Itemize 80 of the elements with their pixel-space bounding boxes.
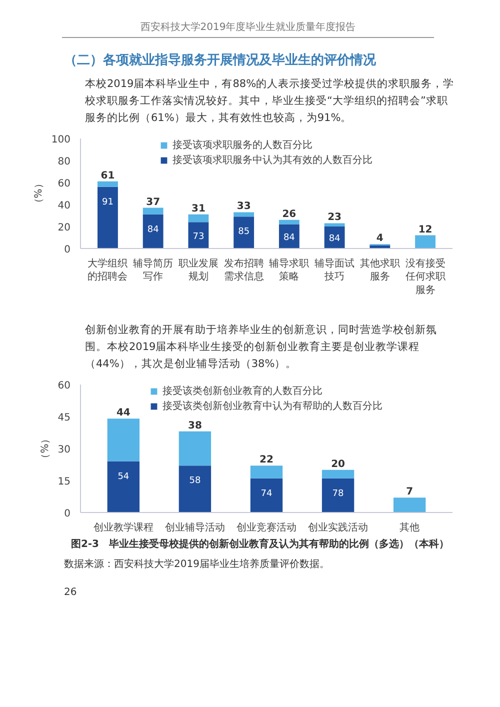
bar — [278, 220, 300, 224]
bar — [322, 470, 354, 478]
y-axis-title: （%） — [40, 434, 51, 464]
y-tick-label: 80 — [58, 156, 71, 168]
bar — [107, 418, 140, 462]
bar — [98, 181, 118, 187]
total-label: 23 — [328, 212, 342, 224]
bar — [107, 461, 140, 512]
bar — [370, 245, 390, 248]
bar — [178, 466, 212, 512]
chart-title: （二）各项就业指导服务开展情况及毕业生的评价情况 — [64, 52, 376, 69]
y-tick-label: 0 — [64, 244, 71, 256]
bar — [178, 431, 212, 466]
y-tick-label: 60 — [58, 178, 71, 190]
x-tick-label: 创业教学课程 — [93, 522, 154, 534]
bar — [324, 223, 345, 226]
legend-label: 接受该项求职服务的人数百分比 — [172, 138, 312, 152]
x-tick-label: 职业发展规划 — [178, 258, 218, 283]
bar — [415, 235, 436, 248]
bar — [234, 216, 254, 248]
total-label: 31 — [191, 203, 206, 214]
bar — [393, 498, 426, 512]
annotation: 58 — [189, 476, 201, 486]
x-tick-label: 辅导求职策略 — [269, 258, 310, 283]
source-note: 数据来源：西安科技大学2019届毕业生培养质量评价数据。 — [64, 558, 330, 572]
annotation: 74 — [260, 488, 272, 499]
x-tick-label: 创业竞赛活动 — [236, 522, 296, 534]
y-axis-title: （%） — [33, 178, 44, 208]
y-tick-label: 60 — [58, 380, 71, 392]
bar — [250, 466, 283, 478]
total-label: 20 — [331, 458, 346, 470]
total-label: 7 — [406, 486, 414, 498]
total-label: 22 — [260, 454, 274, 466]
text: 26 — [64, 586, 77, 600]
y-tick-label: 100 — [51, 134, 71, 146]
annotation: 73 — [192, 232, 204, 242]
bar — [98, 186, 118, 248]
x-tick-label: 其他 — [400, 522, 420, 534]
total-label: 26 — [282, 208, 296, 220]
y-tick-label: 40 — [58, 200, 71, 212]
annotation: 84 — [328, 234, 341, 244]
x-tick-label: 辅导简历写作 — [133, 258, 174, 283]
annotation: 85 — [238, 227, 250, 238]
text: 西安科技大学2019年度毕业生就业质量年度报告 — [140, 20, 356, 35]
chart-subtitle: 创新创业教育的开展有助于培养毕业生的创新意识，同时营造学校创新氛围。本校2019届本科毕业生接受的创新创业教育主要是创业教学课程（44%），其次是创业辅导活动（38%）。 — [85, 323, 438, 372]
total-label: 38 — [188, 420, 202, 432]
total-label: 61 — [100, 170, 115, 182]
x-tick-label: 创业辅导活动 — [164, 522, 225, 534]
total-label: 44 — [116, 408, 130, 419]
y-tick-label: 0 — [64, 508, 71, 520]
y-tick-label: 15 — [58, 476, 71, 488]
bar — [250, 478, 283, 512]
total-label: 33 — [236, 201, 251, 212]
bar — [188, 222, 209, 248]
x-tick-label: 大学组织的招聘会 — [88, 258, 128, 283]
chart-subtitle: 本校2019届本科毕业生中，有88%的人表示接受过学校提供的求职服务，学校求职服务工作落实情况较好。其中，毕业生接受“大学组织的招聘会”求职服务的比例（61%）最大，其有效性也较高，为91%。 — [85, 77, 456, 126]
bar — [322, 478, 354, 512]
x-tick-label: 没有接受任何求职服务 — [404, 258, 446, 296]
x-tick-label: 发布招聘需求信息 — [224, 258, 264, 283]
x-tick-label: 其他求职服务 — [360, 258, 400, 283]
total-label: 12 — [418, 224, 432, 236]
bar — [142, 214, 164, 248]
legend-label: 接受该类创新创业教育中认为有帮助的人数百分比 — [162, 400, 382, 413]
total-label: 4 — [376, 233, 384, 244]
bar — [142, 208, 164, 214]
bar — [234, 212, 254, 217]
x-tick-label: 创业实践活动 — [308, 522, 368, 534]
legend-label: 接受该类创新创业教育的人数百分比 — [162, 384, 322, 398]
x-tick-label: 辅导面试技巧 — [314, 258, 355, 283]
annotation: 54 — [118, 472, 130, 482]
y-tick-label: 45 — [58, 412, 71, 424]
total-label: 37 — [146, 196, 160, 208]
bar — [188, 214, 209, 222]
caption: 图2-3 毕业生接受母校提供的创新创业教育及认为其有帮助的比例（多选）（本科） — [70, 537, 450, 552]
y-tick-label: 30 — [58, 444, 71, 456]
annotation: 84 — [283, 232, 296, 243]
annotation: 84 — [147, 224, 160, 235]
annotation: 78 — [332, 488, 344, 499]
y-tick-label: 20 — [58, 222, 71, 234]
legend-label: 接受该项求职服务中认为其有效的人数百分比 — [172, 154, 372, 167]
